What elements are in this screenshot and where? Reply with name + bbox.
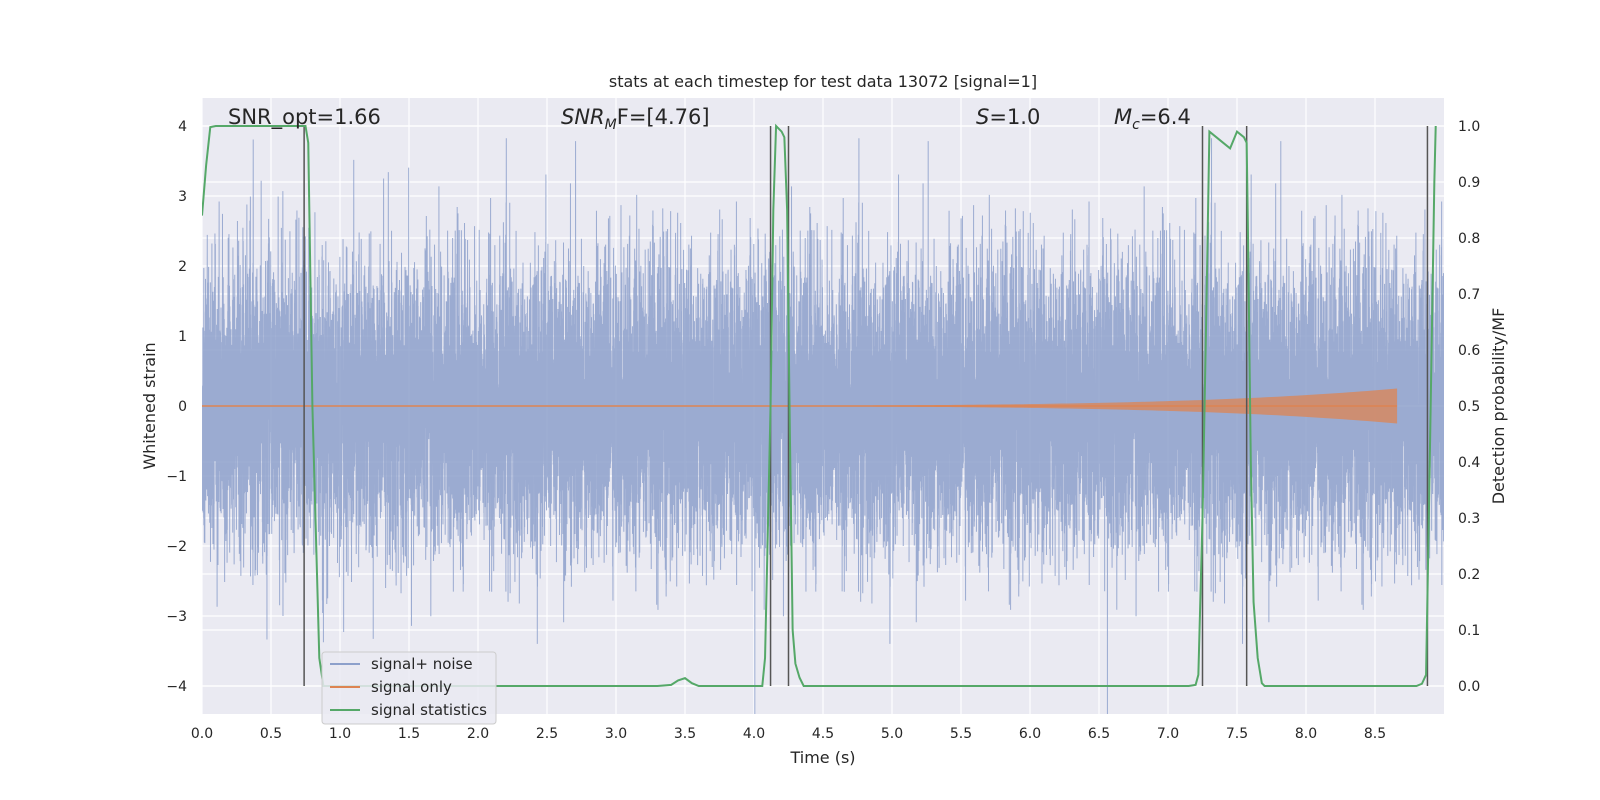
y-tick-label-right: 0.8	[1458, 231, 1480, 247]
legend-label-signal-statistics: signal statistics	[371, 701, 487, 719]
y-tick-label-left: −4	[166, 679, 187, 695]
y-ticks-left: 4 3 2 1 0 −1 −2 −3 −4	[166, 119, 187, 695]
x-tick-label: 4.0	[743, 726, 765, 742]
y-ticks-right: 1.0 0.9 0.8 0.7 0.6 0.5 0.4 0.3 0.2 0.1 0.0	[1458, 119, 1480, 695]
x-tick-label: 3.0	[605, 726, 627, 742]
y-tick-label-left: 4	[178, 119, 187, 135]
y-tick-label-right: 0.6	[1458, 343, 1480, 359]
signal-statistics-line	[202, 123, 1437, 687]
signal-statistics-series	[202, 123, 1437, 687]
x-tick-label: 7.0	[1157, 726, 1179, 742]
x-tick-label: 0.5	[260, 726, 282, 742]
y-tick-label-right: 0.0	[1458, 679, 1480, 695]
x-tick-label: 4.5	[812, 726, 834, 742]
annotation-snr-mf: SNRMF=[4.76]	[561, 105, 710, 133]
y-tick-label-right: 0.4	[1458, 455, 1480, 471]
y-tick-label-right: 0.2	[1458, 567, 1480, 583]
x-tick-label: 2.0	[467, 726, 489, 742]
y-tick-label-left: 0	[178, 399, 187, 415]
x-tick-label: 3.5	[674, 726, 696, 742]
y-tick-label-left: −1	[166, 469, 187, 485]
y-tick-label-left: 3	[178, 189, 187, 205]
x-tick-label: 0.0	[191, 726, 213, 742]
signal-noise-line	[202, 138, 1444, 714]
x-tick-label: 8.5	[1364, 726, 1386, 742]
legend-label-signal-noise: signal+ noise	[371, 655, 473, 673]
y-tick-label-left: −3	[166, 609, 187, 625]
annotation-s: S=1.0	[976, 105, 1040, 129]
legend-box	[321, 651, 497, 725]
x-tick-label: 7.5	[1226, 726, 1248, 742]
x-tick-label: 6.5	[1088, 726, 1110, 742]
y-tick-label-right: 0.1	[1458, 623, 1480, 639]
x-tick-label: 1.5	[398, 726, 420, 742]
y-axis-label-left: Whitened strain	[140, 342, 159, 469]
x-tick-label: 5.0	[881, 726, 903, 742]
y-tick-label-right: 0.7	[1458, 287, 1480, 303]
x-tick-label: 1.0	[329, 726, 351, 742]
x-ticks: 0.0 0.5 1.0 1.5 2.0 2.5 3.0 3.5 4.0 4.5 5.0 5.5 6.0 6…	[191, 726, 1386, 742]
y-tick-label-right: 0.9	[1458, 175, 1480, 191]
signal-noise-series	[202, 138, 1444, 714]
y-tick-label-right: 0.3	[1458, 511, 1480, 527]
x-tick-label: 2.5	[536, 726, 558, 742]
x-axis-label: Time (s)	[789, 748, 855, 767]
signal-only-series	[202, 388, 1398, 424]
x-tick-label: 6.0	[1019, 726, 1041, 742]
y-tick-label-right: 0.5	[1458, 399, 1480, 415]
legend-label-signal-only: signal only	[371, 678, 452, 696]
annotation-mc: Mc=6.4	[1114, 105, 1191, 133]
y-tick-label-left: 1	[178, 329, 187, 345]
y-tick-label-right: 1.0	[1458, 119, 1480, 135]
legend: signal+ noise signal only signal statist…	[321, 651, 497, 725]
y-tick-label-left: −2	[166, 539, 187, 555]
y-tick-label-left: 2	[178, 259, 187, 275]
x-tick-label: 5.5	[950, 726, 972, 742]
x-tick-label: 8.0	[1295, 726, 1317, 742]
y-axis-label-right: Detection probability/MF	[1489, 308, 1508, 505]
annotation-snr-opt: SNR_opt=1.66	[228, 105, 381, 130]
chart-title: stats at each timestep for test data 130…	[609, 72, 1037, 91]
